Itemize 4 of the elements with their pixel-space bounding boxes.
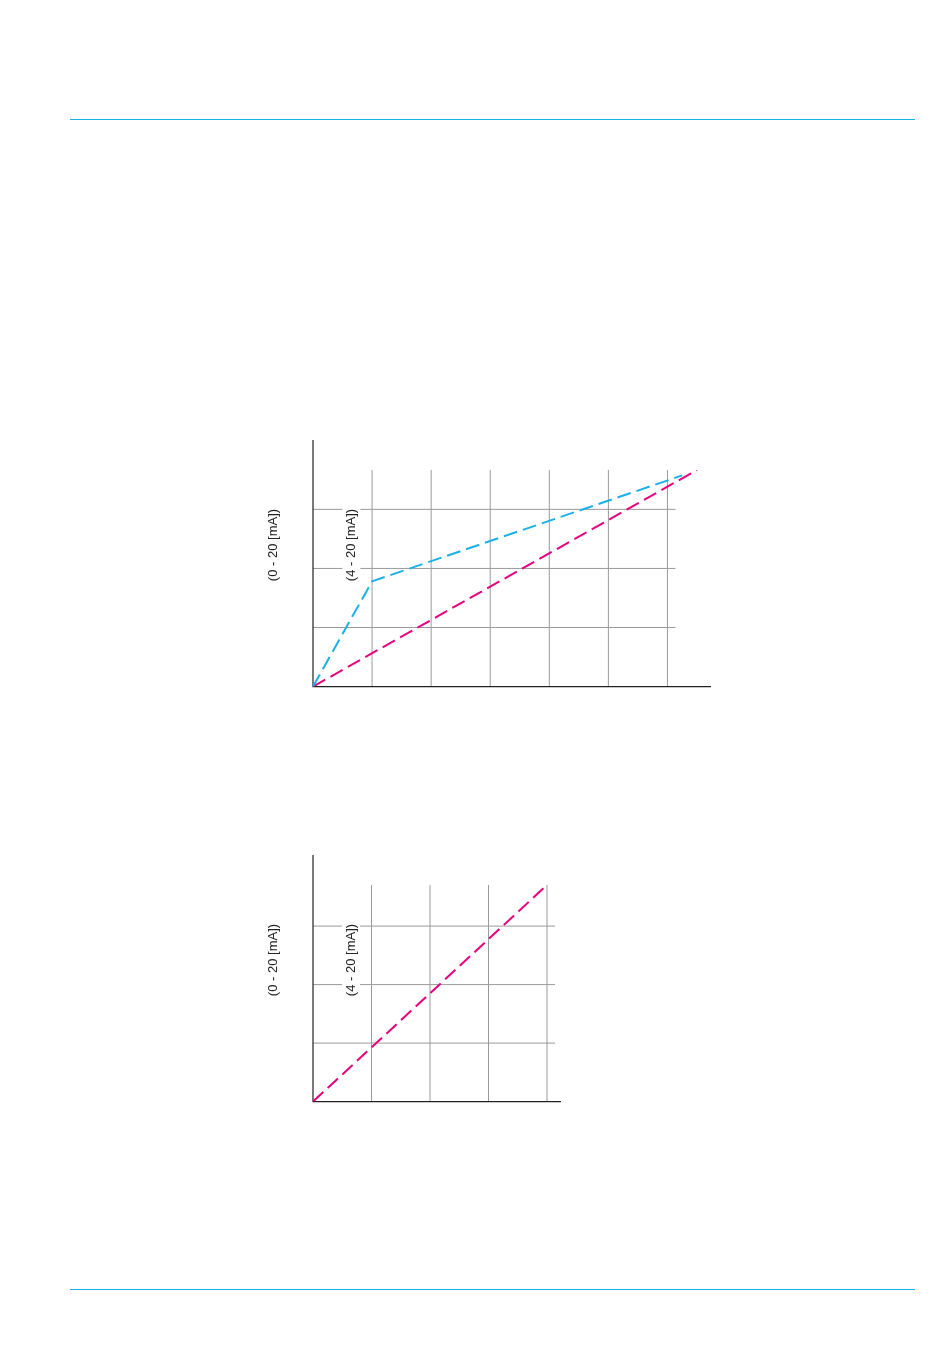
- y-axis-title: (0 - 20 [mA]): [264, 508, 280, 582]
- y-axis-title: (0 - 20 [mA]): [264, 923, 280, 997]
- annotation: (4 - 20 [mA]): [342, 923, 358, 997]
- annotation: (4 - 20 [mA]): [342, 508, 358, 582]
